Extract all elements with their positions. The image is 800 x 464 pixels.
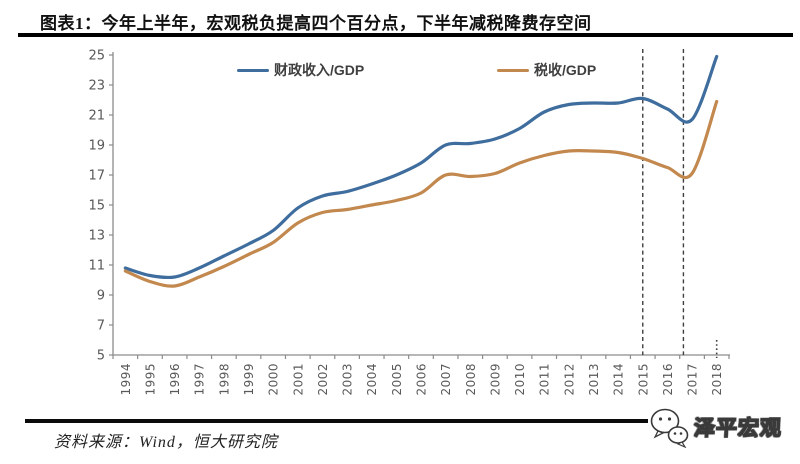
y-axis-label: 13	[88, 229, 105, 244]
series-line-fiscal-revenue	[123, 54, 719, 280]
x-axis-label: 2008	[464, 363, 478, 396]
legend-label-tax: 税收/GDP	[534, 62, 597, 78]
y-axis-label: 11	[88, 259, 105, 274]
x-axis-label: 2009	[488, 363, 502, 396]
legend-swatch-tax	[497, 68, 529, 72]
y-axis-label: 25	[88, 49, 105, 64]
x-axis-label: 2013	[587, 363, 601, 396]
x-axis-label: 2016	[661, 363, 675, 396]
y-axis-label: 7	[97, 319, 105, 334]
x-axis-label: 1996	[168, 363, 182, 396]
y-axis-label: 9	[97, 289, 105, 304]
x-axis-label: 2001	[291, 363, 305, 396]
x-axis-label: 2011	[538, 363, 552, 396]
watermark-text: 泽平宏观	[693, 416, 784, 440]
y-axis-label: 23	[88, 79, 105, 94]
x-axis-label: 2005	[390, 363, 404, 396]
legend-label-fiscal: 财政收入/GDP	[274, 62, 365, 78]
x-axis-label: 2017	[686, 363, 700, 396]
legend-item-tax-revenue: 税收/GDP	[497, 60, 596, 80]
x-axis-label: 1997	[193, 363, 207, 396]
x-axis-label: 2010	[513, 363, 527, 396]
x-axis-label: 2006	[415, 363, 429, 396]
watermark: 泽平宏观	[648, 402, 798, 452]
x-axis-label: 1999	[242, 363, 256, 396]
x-axis-label: 2004	[365, 363, 379, 396]
legend-swatch-fiscal	[237, 68, 269, 72]
y-axis-label: 15	[88, 199, 105, 214]
y-axis-label: 5	[97, 349, 105, 364]
x-axis-label: 2012	[562, 363, 576, 396]
series-line-tax-revenue	[123, 99, 719, 288]
page-title: 图表1：今年上半年，宏观税负提高四个百分点，下半年减税降费存空间	[40, 14, 592, 33]
x-axis-label: 2000	[267, 363, 281, 396]
source-text: 资料来源：Wind，恒大研究院	[54, 434, 278, 451]
y-axis-label: 21	[88, 109, 105, 124]
x-axis-label: 2002	[316, 363, 330, 396]
wechat-bubbles-icon	[650, 408, 689, 448]
x-axis-label: 1994	[119, 363, 133, 396]
footer-rule	[25, 419, 657, 423]
x-axis-label: 2007	[439, 363, 453, 396]
y-axis-label: 19	[88, 139, 105, 154]
legend-item-fiscal-revenue: 财政收入/GDP	[237, 60, 364, 80]
x-axis-label: 2014	[612, 363, 626, 396]
title-rule	[18, 33, 793, 37]
x-axis-label: 2015	[636, 363, 650, 396]
x-axis-label: 2018	[710, 363, 724, 396]
x-axis-label: 2003	[341, 363, 355, 396]
x-axis-label: 1998	[217, 363, 231, 396]
x-axis-label: 1995	[143, 363, 157, 396]
y-axis-label: 17	[88, 169, 105, 184]
